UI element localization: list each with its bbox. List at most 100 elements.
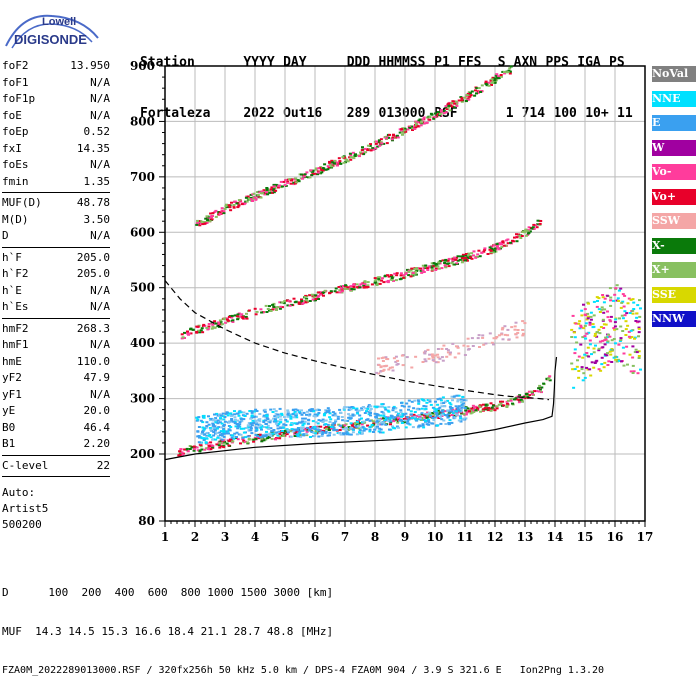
echo-point [328, 434, 331, 437]
echo-point [592, 351, 596, 354]
echo-point [307, 414, 311, 417]
echo-point [250, 198, 253, 201]
autoscale-label: Auto: [2, 486, 36, 499]
echo-point [427, 423, 431, 426]
echo-point [495, 73, 499, 76]
param-row-fof2: foF2 13.950 [2, 58, 110, 75]
echo-point [577, 322, 581, 325]
echo-point [606, 310, 609, 313]
echo-point [299, 426, 303, 429]
echo-point [218, 421, 222, 424]
echo-point [255, 421, 259, 424]
echo-point [226, 319, 230, 322]
echo-point [354, 153, 357, 156]
echo-point [253, 196, 257, 199]
echo-point [413, 125, 417, 128]
echo-point [273, 187, 277, 189]
echo-point [624, 320, 628, 323]
echo-point [236, 438, 240, 441]
param-value: N/A [90, 75, 110, 89]
echo-point [283, 300, 287, 302]
echo-point [256, 193, 260, 196]
echo-point [629, 370, 633, 373]
echo-point [466, 97, 470, 100]
echo-point [441, 396, 445, 399]
echo-point [270, 437, 274, 440]
echo-point [463, 407, 467, 410]
echo-point [467, 252, 471, 255]
echo-point [457, 352, 461, 355]
echo-point [448, 401, 452, 404]
echo-point [212, 431, 216, 434]
echo-point [315, 409, 319, 412]
echo-point [606, 364, 610, 366]
echo-point [381, 369, 385, 372]
echo-point [426, 399, 430, 401]
echo-point [377, 364, 381, 366]
echo-point [361, 429, 365, 432]
echo-point [489, 402, 493, 405]
echo-point [635, 321, 639, 324]
param-value: N/A [90, 108, 110, 122]
echo-point [268, 305, 271, 308]
footer: D 100 200 400 600 800 1000 1500 3000 [km… [2, 560, 604, 690]
echo-point [328, 431, 332, 434]
echo-point [308, 413, 312, 416]
echo-point [308, 176, 312, 179]
echo-point [269, 408, 273, 411]
echo-point [468, 95, 472, 98]
param-name: MUF(D) [2, 196, 42, 209]
echo-point [322, 167, 326, 170]
echo-point [244, 440, 247, 443]
echo-point [441, 359, 445, 362]
echo-point [381, 421, 385, 424]
echo-point [245, 317, 249, 320]
echo-point [582, 303, 585, 306]
echo-point [448, 410, 452, 413]
echo-point [368, 144, 372, 147]
echo-point [490, 78, 494, 81]
echo-point [312, 296, 316, 299]
echo-point [231, 321, 235, 323]
echo-point [276, 413, 280, 416]
echo-point [460, 412, 464, 415]
echo-point [586, 317, 590, 320]
echo-point [462, 412, 466, 415]
echo-point [590, 353, 593, 356]
echo-point [379, 141, 383, 144]
echo-point [365, 410, 368, 413]
echo-point [262, 439, 266, 442]
echo-point [608, 319, 612, 322]
echo-point [491, 80, 495, 83]
echo-point [411, 272, 415, 274]
legend-swatch-label: X+ [652, 262, 696, 278]
echo-point [506, 328, 510, 331]
echo-point [399, 411, 403, 414]
echo-point [524, 230, 528, 232]
echo-point [230, 201, 233, 204]
echo-point [484, 80, 488, 83]
param-name: B0 [2, 420, 16, 434]
echo-point [478, 406, 482, 409]
echo-point [338, 424, 342, 427]
echo-point [375, 416, 379, 419]
echo-point [600, 356, 604, 359]
echo-point [354, 425, 358, 428]
echo-point [601, 339, 605, 342]
echo-point [430, 269, 434, 272]
echo-point [634, 348, 638, 351]
param-value: 2.20 [83, 437, 111, 450]
echo-point [428, 400, 432, 403]
echo-point [272, 183, 276, 186]
echo-point [407, 405, 411, 408]
echo-point [362, 284, 366, 287]
echo-point [361, 146, 364, 149]
echo-point [428, 353, 432, 356]
echo-point [258, 413, 262, 415]
echo-point [523, 231, 527, 234]
echo-point [260, 439, 264, 442]
echo-point [509, 399, 513, 402]
echo-point [402, 413, 406, 416]
echo-point [592, 300, 596, 303]
echo-point [211, 438, 214, 441]
